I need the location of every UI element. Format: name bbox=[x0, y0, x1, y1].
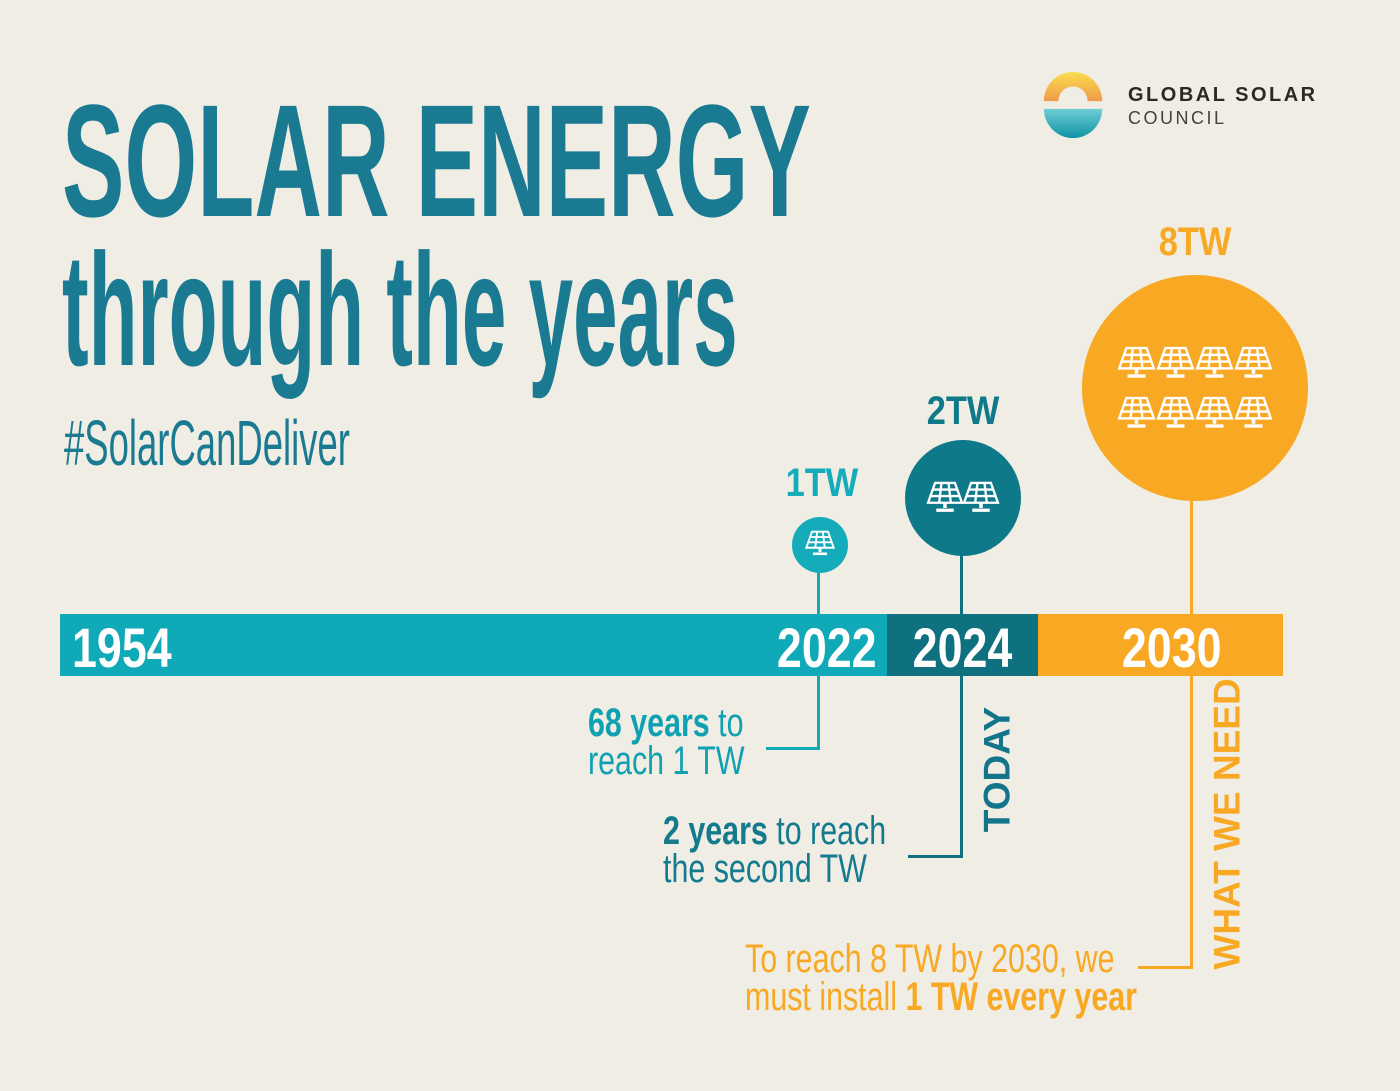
milestone-circle-8tw bbox=[1082, 275, 1308, 501]
annotation-line2-bold: 1 TW every year bbox=[905, 975, 1138, 1019]
annotation-line2: the second TW bbox=[663, 847, 867, 891]
annotation-2-years: 2 years to reach the second TW bbox=[663, 809, 887, 891]
annotation-68-years: 68 years to reach 1 TW bbox=[588, 701, 745, 783]
solar-panel-icon bbox=[1193, 346, 1236, 380]
year-label-2022: 2022 bbox=[777, 616, 877, 679]
year-label-1954: 1954 bbox=[72, 616, 172, 679]
capacity-label-2tw: 2TW bbox=[926, 389, 1000, 433]
solar-panel-icon bbox=[1115, 396, 1158, 430]
solar-panel-icon bbox=[1154, 346, 1197, 380]
solar-panel-icon bbox=[1154, 396, 1197, 430]
capacity-label-1tw: 1TW bbox=[785, 461, 859, 505]
milestone-circle-2tw bbox=[905, 440, 1021, 556]
year-label-2024: 2024 bbox=[912, 616, 1013, 679]
solar-panel-icon bbox=[1232, 346, 1275, 380]
tag-what-we-need: WHAT WE NEED bbox=[1206, 678, 1248, 970]
annotation-line1: To reach 8 TW by 2030, we bbox=[745, 937, 1115, 981]
stem-8tw bbox=[1190, 501, 1193, 969]
page-title-line2: through the years bbox=[62, 220, 738, 399]
annotation-tail: to reach bbox=[767, 809, 887, 853]
solar-panel-icon bbox=[1115, 346, 1158, 380]
hashtag: #SolarCanDeliver bbox=[64, 407, 350, 479]
global-solar-council-logo-icon bbox=[1040, 70, 1106, 145]
logo-name: GLOBAL SOLAR bbox=[1128, 84, 1318, 106]
stem-2tw bbox=[960, 554, 963, 858]
year-label-2030: 2030 bbox=[1121, 616, 1222, 679]
timeline-segment-1954-2022 bbox=[60, 614, 887, 676]
connector-8tw bbox=[1138, 966, 1193, 969]
annotation-line2-prefix: must install bbox=[745, 975, 906, 1019]
timeline-segment-2030 bbox=[1038, 614, 1283, 676]
annotation-8tw-target: To reach 8 TW by 2030, we must install 1… bbox=[745, 937, 1138, 1019]
connector-2tw bbox=[908, 855, 963, 858]
annotation-bold: 2 years bbox=[663, 809, 768, 853]
logo-subname: COUNCIL bbox=[1128, 108, 1227, 128]
sun-arch-icon bbox=[1043, 71, 1103, 102]
annotation-bold: 68 years bbox=[588, 701, 710, 745]
milestone-circle-1tw bbox=[792, 517, 848, 573]
solar-panel-icon bbox=[1232, 396, 1275, 430]
solar-panel-icon bbox=[803, 530, 837, 557]
sea-half-disc-icon bbox=[1043, 108, 1103, 139]
solar-panel-icon bbox=[960, 481, 1002, 514]
page-title-line1: SOLAR ENERGY bbox=[62, 71, 811, 250]
timeline-segment-2024 bbox=[887, 614, 1038, 676]
solar-panel-icon bbox=[1193, 396, 1236, 430]
capacity-label-8tw: 8TW bbox=[1158, 220, 1232, 264]
annotation-line2: reach 1 TW bbox=[588, 739, 745, 783]
connector-1tw bbox=[766, 747, 820, 750]
annotation-tail: to bbox=[709, 701, 744, 745]
tag-today: TODAY bbox=[976, 706, 1018, 833]
